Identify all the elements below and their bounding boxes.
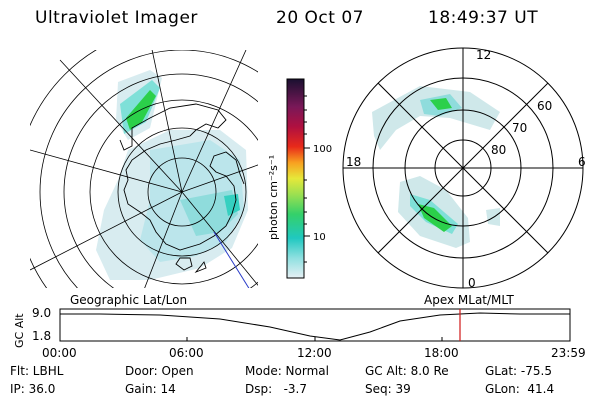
colorbar-unit: photon cm⁻²s⁻¹ [267,155,280,240]
altitude-ymax: 9.0 [32,306,52,320]
status-seq: Seq: 39 [365,382,411,396]
altitude-ylabel: GC Alt [13,313,26,348]
colorbar-tick-10: 10 [313,232,326,243]
geographic-map [30,50,258,288]
status-ip: IP: 36.0 [10,382,56,396]
xtick-0600: 06:00 [169,346,204,360]
altitude-ymin: 1.8 [32,329,52,343]
status-gain: Gain: 14 [125,382,176,396]
app-title: Ultraviolet Imager [35,8,198,28]
colorbar-tick-100: 100 [313,144,332,155]
colorbar-ticks [304,95,310,263]
xtick-1800: 18:00 [424,346,459,360]
xtick-0000: 00:00 [42,346,77,360]
time-label: 18:49:37 UT [428,8,539,28]
status-gcalt: GC Alt: 8.0 Re [365,364,449,378]
geographic-panel-label: Geographic Lat/Lon [70,293,188,307]
lat-label-60: 60 [537,99,552,113]
mlt-label-0: 0 [468,276,476,290]
xtick-2359: 23:59 [551,346,586,360]
apex-panel-label: Apex MLat/MLT [424,293,514,307]
colorbar [286,78,305,279]
lat-label-70: 70 [512,121,527,135]
status-glon: GLon: 41.4 [485,382,555,396]
status-glat: GLat: -75.5 [485,364,552,378]
apex-grid [342,47,584,289]
altitude-ticks [59,337,571,341]
altitude-curve [60,312,570,341]
xtick-1200: 12:00 [297,346,332,360]
mlt-label-12: 12 [476,48,491,62]
mlt-label-18: 18 [346,155,361,169]
date-label: 20 Oct 07 [276,8,364,28]
lat-label-80: 80 [491,143,506,157]
status-door: Door: Open [125,364,194,378]
status-dsp: Dsp: -3.7 [245,382,308,396]
status-flt: Flt: LBHL [10,364,64,378]
mlt-label-6: 6 [578,155,586,169]
apex-polar-plot [372,86,500,248]
status-mode: Mode: Normal [245,364,329,378]
